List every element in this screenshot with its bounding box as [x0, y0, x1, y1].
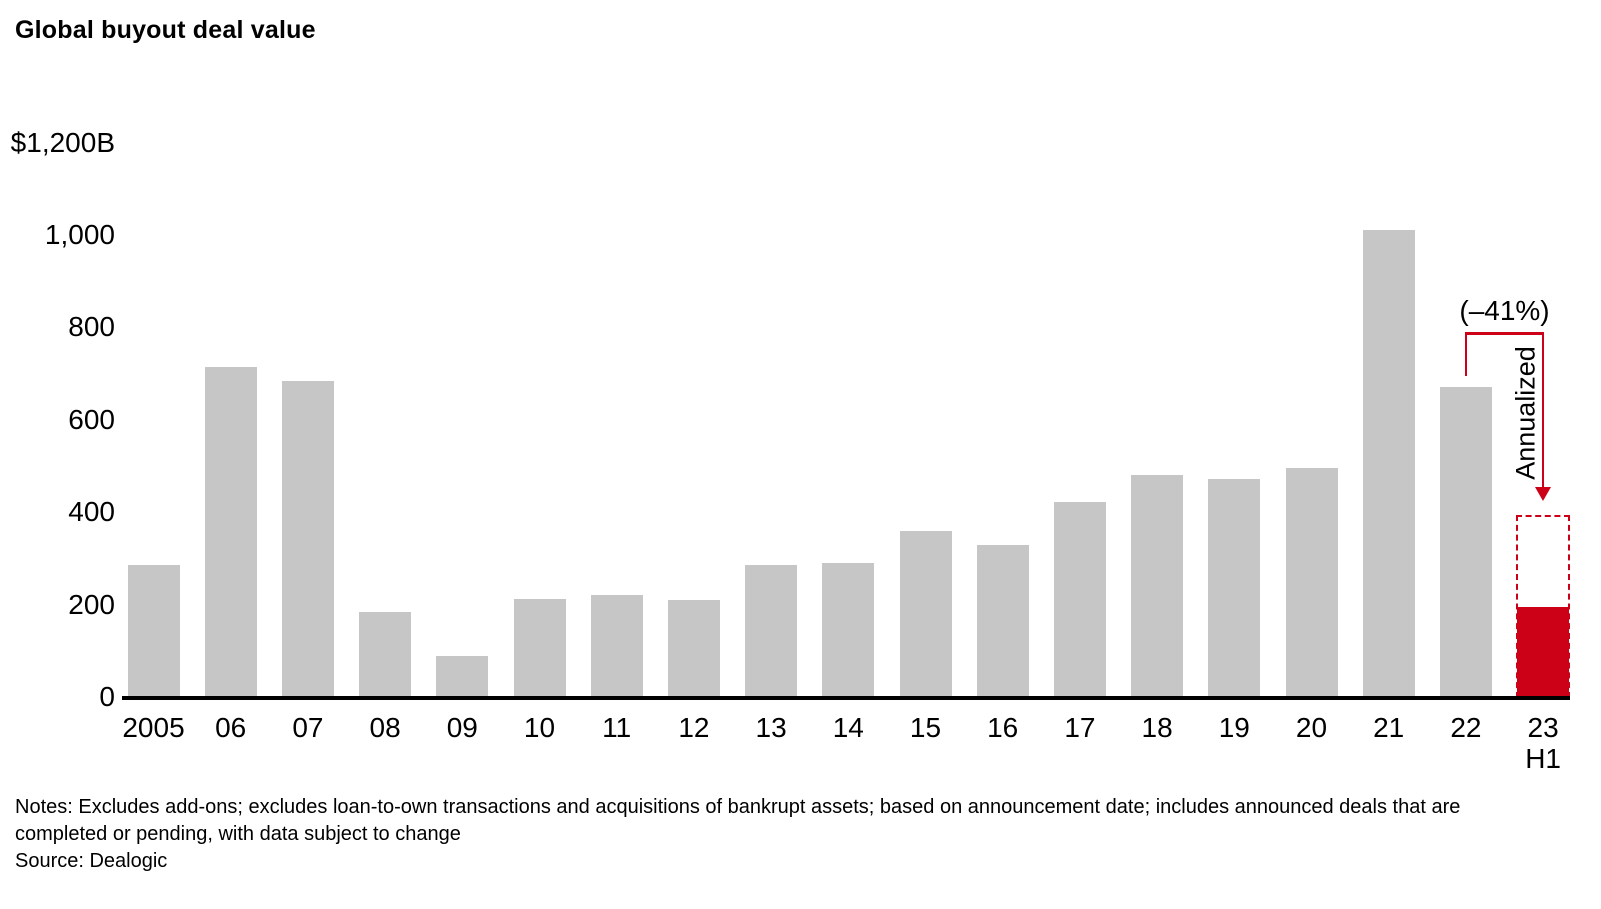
x-label-07: 07 [292, 712, 324, 743]
y-tick-0: 0 [99, 681, 115, 712]
y-tick-1000: 1,000 [44, 219, 115, 250]
source-line: Source: Dealogic [15, 850, 168, 872]
bar-18 [1131, 475, 1184, 698]
y-tick-1200: $1,200B [10, 126, 115, 158]
notes-line-2: completed or pending, with data subject … [15, 823, 461, 845]
bar-17 [1053, 502, 1106, 698]
bar-11 [590, 595, 643, 698]
bar-2005 [127, 565, 180, 698]
x-label-19: 19 [1218, 712, 1250, 743]
x-label-11: 11 [602, 712, 632, 743]
x-label-18: 18 [1141, 712, 1173, 743]
bar-12 [667, 599, 720, 698]
annualized-label: Annualized [1510, 346, 1541, 480]
bar-21 [1362, 230, 1415, 698]
x-label-10: 10 [523, 712, 556, 743]
x-label-12: 12 [678, 712, 710, 743]
bracket-left-line [1464, 332, 1468, 377]
x-label-17: 17 [1064, 712, 1096, 743]
bar-14 [822, 563, 875, 698]
x-axis-line [122, 696, 1570, 700]
x-label-15: 15 [909, 712, 942, 743]
bar-19 [1208, 478, 1261, 698]
bar-15 [899, 530, 952, 698]
x-label-14: 14 [832, 712, 864, 743]
x-label-06: 06 [215, 712, 247, 743]
bar-16 [976, 544, 1029, 698]
bar-09 [436, 656, 489, 698]
bar-10 [513, 599, 566, 698]
annualized-dashed-bar [1516, 514, 1571, 698]
y-tick-800: 800 [68, 311, 115, 343]
bar-13 [745, 565, 798, 698]
x-label-2005: 2005 [122, 712, 185, 743]
x-label-21: 21 [1373, 712, 1405, 743]
arrow-down-icon [1535, 486, 1552, 501]
x-label-22: 22 [1450, 712, 1482, 743]
bar-08 [359, 611, 412, 698]
x-label-20: 20 [1295, 712, 1328, 743]
x-label-08: 08 [369, 712, 401, 743]
y-tick-600: 600 [68, 403, 115, 435]
notes-block: Notes: Excludes add-ons; excludes loan-t… [15, 794, 1585, 875]
bar-07 [281, 380, 334, 698]
x-label-16: 16 [987, 712, 1019, 743]
y-tick-400: 400 [68, 496, 115, 528]
y-tick-200: 200 [68, 588, 115, 620]
bracket-top-line [1464, 332, 1545, 335]
bar-23 [1517, 606, 1570, 698]
bracket-arrow-line [1541, 332, 1545, 487]
x-label-13: 13 [755, 712, 787, 743]
x-label-09: 09 [446, 712, 478, 743]
page-title: Global buyout deal value [15, 16, 316, 44]
x-label-23: 23 H1 [1525, 712, 1561, 774]
pct-change-label: (–41%) [1459, 295, 1550, 326]
bar-22 [1439, 387, 1492, 698]
bar-20 [1285, 468, 1338, 698]
notes-line-1: Notes: Excludes add-ons; excludes loan-t… [15, 796, 1461, 818]
bar-06 [204, 366, 257, 698]
